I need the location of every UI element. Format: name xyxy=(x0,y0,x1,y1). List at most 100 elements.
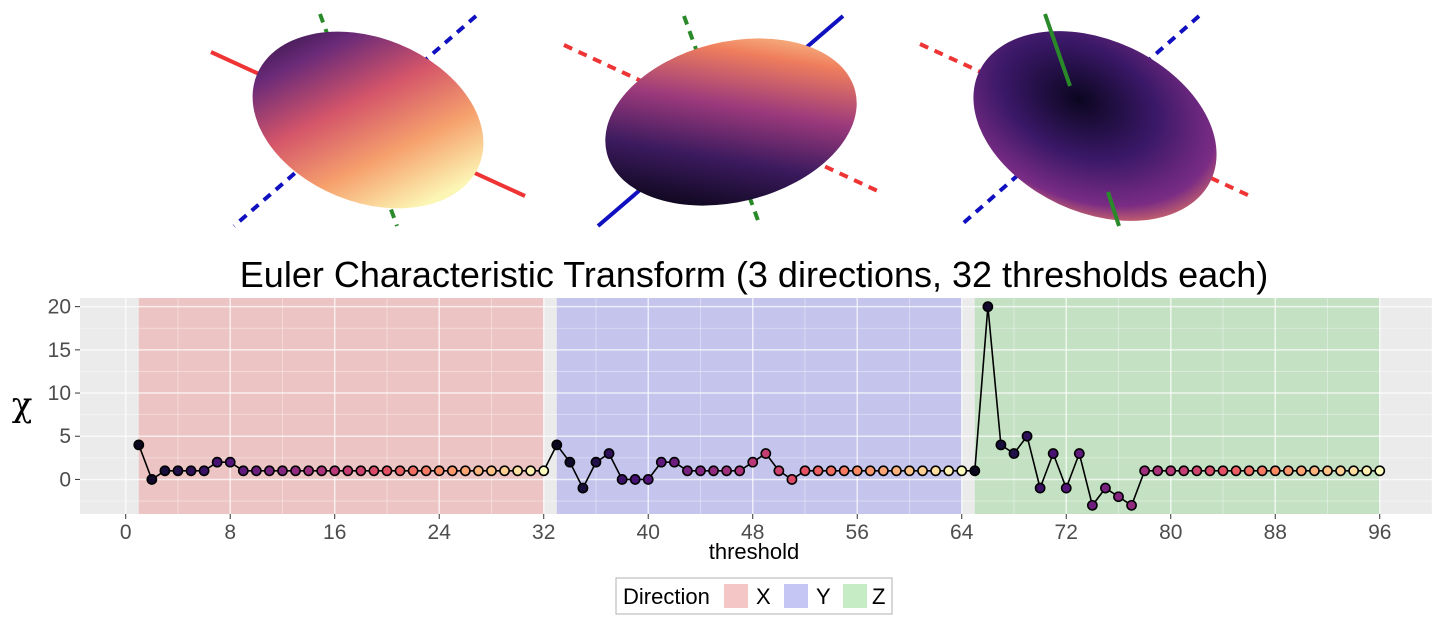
data-point xyxy=(864,465,876,477)
data-point xyxy=(642,474,654,485)
band-x xyxy=(138,298,544,514)
data-point xyxy=(185,465,197,477)
data-point xyxy=(355,465,367,477)
data-point xyxy=(172,465,184,477)
data-point xyxy=(668,456,680,468)
data-point xyxy=(459,465,471,477)
data-point xyxy=(1204,465,1216,477)
data-point xyxy=(133,439,145,451)
data-point xyxy=(616,474,628,485)
y-axis-label: χ xyxy=(12,385,33,425)
data-point xyxy=(394,465,406,477)
data-point xyxy=(486,465,497,477)
x-tick-label: 16 xyxy=(323,521,346,544)
data-point xyxy=(407,465,419,477)
x-tick-label: 48 xyxy=(741,521,764,544)
x-tick-label: 24 xyxy=(428,521,452,544)
data-point xyxy=(368,465,380,477)
data-point xyxy=(956,465,968,477)
y-tick-label: 0 xyxy=(59,468,71,491)
data-point xyxy=(747,456,759,468)
data-point xyxy=(825,465,837,477)
legend-label-z: Z xyxy=(872,584,885,609)
x-tick-label: 64 xyxy=(950,521,974,544)
data-point xyxy=(1126,499,1137,511)
legend-swatch-x xyxy=(724,584,748,608)
data-point xyxy=(721,465,733,477)
data-point xyxy=(1374,465,1386,477)
data-point xyxy=(1100,482,1111,494)
data-point xyxy=(264,465,275,477)
data-point xyxy=(499,465,510,477)
data-point xyxy=(629,474,641,485)
data-point xyxy=(799,465,811,477)
legend: Direction X Y Z xyxy=(615,577,893,615)
data-point xyxy=(1282,465,1294,477)
data-point xyxy=(590,456,602,468)
data-point xyxy=(877,465,889,477)
data-point xyxy=(1295,465,1307,477)
data-point xyxy=(538,465,550,477)
data-point xyxy=(420,465,432,477)
data-point xyxy=(1086,499,1098,511)
legend-swatch-y xyxy=(784,584,808,608)
data-point xyxy=(943,465,955,477)
data-point xyxy=(708,465,719,477)
data-point xyxy=(1322,465,1333,477)
data-point xyxy=(446,465,458,477)
data-point xyxy=(969,465,981,477)
data-point xyxy=(891,465,902,477)
data-point xyxy=(329,465,341,477)
data-point xyxy=(1230,465,1242,477)
data-point xyxy=(1309,465,1320,477)
data-point xyxy=(695,465,706,477)
data-point xyxy=(1217,465,1229,477)
x-axis-label: threshold xyxy=(709,539,800,564)
data-point xyxy=(250,465,262,477)
data-point xyxy=(603,448,615,459)
data-point xyxy=(1021,430,1033,442)
x-tick-label: 8 xyxy=(224,521,236,544)
data-point xyxy=(1165,465,1177,477)
data-point xyxy=(1073,448,1085,459)
data-point xyxy=(930,465,942,477)
data-point xyxy=(773,465,785,477)
data-point xyxy=(1139,465,1151,477)
chart-title: Euler Characteristic Transform (3 direct… xyxy=(240,254,1268,295)
x-tick-label: 56 xyxy=(846,521,869,544)
data-point xyxy=(342,465,354,477)
y-tick-label: 5 xyxy=(59,425,71,448)
x-tick-label: 72 xyxy=(1055,521,1078,544)
shape-view-z xyxy=(919,13,1251,228)
data-point xyxy=(655,456,667,468)
data-point xyxy=(381,465,393,477)
legend-title: Direction xyxy=(623,584,710,609)
data-point xyxy=(904,465,915,477)
plot-panel xyxy=(80,298,1432,514)
legend-label-x: X xyxy=(756,584,771,609)
x-tick-label: 96 xyxy=(1368,521,1391,544)
data-point xyxy=(290,465,301,477)
data-point xyxy=(1060,482,1072,494)
data-point xyxy=(1256,465,1268,477)
data-point xyxy=(224,456,236,468)
data-point xyxy=(760,448,772,459)
x-tick-label: 40 xyxy=(637,521,660,544)
x-tick-label: 0 xyxy=(120,521,132,544)
data-point xyxy=(433,465,445,477)
data-point xyxy=(1361,465,1373,477)
data-point xyxy=(316,465,328,477)
data-point xyxy=(734,465,746,477)
data-point xyxy=(237,465,249,477)
data-point xyxy=(1348,465,1360,477)
legend-swatch-z xyxy=(843,584,867,608)
data-point xyxy=(812,465,824,477)
data-point xyxy=(917,465,928,477)
data-point xyxy=(473,465,484,477)
band-z xyxy=(974,298,1380,514)
data-point xyxy=(577,482,589,494)
data-point xyxy=(146,474,158,485)
data-point xyxy=(1034,482,1046,494)
data-point xyxy=(198,465,210,477)
